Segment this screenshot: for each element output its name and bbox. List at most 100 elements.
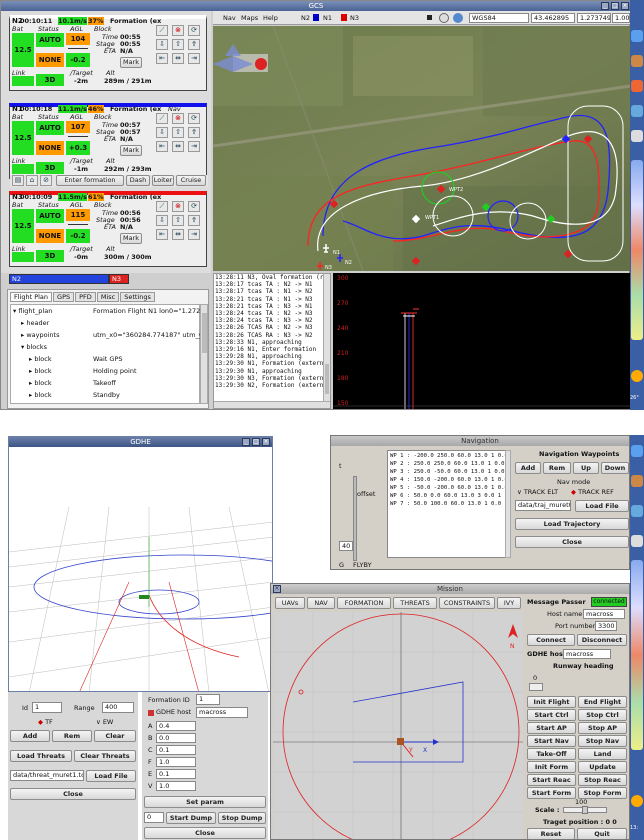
nav-up-button[interactable]: Up <box>573 462 599 474</box>
gdhe-host-field[interactable]: macross <box>563 649 611 659</box>
scale-slider-thumb[interactable] <box>582 806 588 814</box>
home-icon[interactable]: ⌂ <box>26 175 38 186</box>
init-form-button[interactable]: Init Form <box>527 761 576 773</box>
start-dump-button[interactable]: Start Dump <box>166 812 216 824</box>
zoom-field[interactable]: 1.00 <box>612 13 630 23</box>
close-button[interactable]: × <box>621 2 629 10</box>
threat-close-button[interactable]: Close <box>10 788 136 800</box>
pause-icon[interactable]: ⇹ <box>172 229 184 240</box>
nav-flyby[interactable]: FLYBY <box>353 561 372 569</box>
nav-slider[interactable] <box>353 476 357 561</box>
collapsed-icon[interactable]: ▸ <box>21 331 27 339</box>
cruise-button[interactable]: Cruise <box>176 175 206 186</box>
dock-app-icon[interactable] <box>631 80 643 92</box>
tree-row[interactable]: ▸ block Holding point <box>29 367 137 375</box>
pan-up-icon[interactable] <box>225 44 241 56</box>
threat-clear-button[interactable]: Clear <box>94 730 136 742</box>
dock-app-icon[interactable] <box>631 475 643 487</box>
globe-icon[interactable] <box>453 13 463 23</box>
dump-field[interactable]: 0 <box>144 812 164 823</box>
dock-app-icon[interactable] <box>631 30 643 42</box>
prev-icon[interactable]: ⇤ <box>156 229 168 240</box>
scale-slider[interactable] <box>563 806 607 814</box>
threat-add-button[interactable]: Add <box>10 730 50 742</box>
dock-app-icon[interactable] <box>631 535 643 547</box>
waypoint-row[interactable]: WP 1 : -200.0 250.0 60.0 13.0 1 0.0 <box>390 453 508 459</box>
strip-tab-n3[interactable]: N3 <box>109 274 129 284</box>
track-ref-radio[interactable]: ◆ TRACK REF <box>571 488 614 496</box>
resume-icon[interactable]: ⟳ <box>188 201 200 212</box>
threat-file-field[interactable]: data/threat_muret1.tcl <box>10 770 84 781</box>
tab-settings[interactable]: Settings <box>120 292 155 302</box>
mission-plot[interactable]: N X Y <box>273 612 523 840</box>
start-form-button[interactable]: Start Form <box>527 787 576 799</box>
prev-icon[interactable]: ⇤ <box>156 141 168 152</box>
aircraft-n3-icon[interactable] <box>317 262 323 270</box>
tree-row[interactable]: ▸ waypoints utm_x0="360284.774187" utm_y0… <box>21 331 201 339</box>
start-nav-button[interactable]: Start Nav <box>527 735 576 747</box>
nav-spin-field[interactable]: 40 <box>339 541 353 551</box>
param-value[interactable]: 0.0 <box>156 733 196 743</box>
collapsed-icon[interactable]: ▸ <box>29 379 35 387</box>
uav-marker-icon[interactable] <box>397 738 404 745</box>
up-fast-icon[interactable]: ⇮ <box>188 215 200 226</box>
up-icon[interactable]: ⇧ <box>172 39 184 50</box>
nav-down-button[interactable]: Down <box>601 462 629 474</box>
waypoint-row[interactable]: WP 3 : 250.0 -50.0 60.0 13.0 1 0.0 <box>390 469 505 475</box>
threat-tf-radio[interactable]: ◆ TF <box>38 718 53 726</box>
runway-heading-slider[interactable] <box>529 683 543 691</box>
tree-row[interactable]: ▸ block Standby <box>29 391 120 399</box>
log-scrollbar[interactable] <box>323 274 330 402</box>
traj-file-field[interactable]: data/traj_muret0.tcl <box>515 500 571 511</box>
nav-load-file-button[interactable]: Load File <box>575 500 629 512</box>
mission-tab-constraints[interactable]: CONSTRAINTS <box>439 597 495 609</box>
aircraft-strip-n2[interactable]: N2 00:10:11 10.1m/s 37% Formation (ex Bat Stat… <box>9 15 207 91</box>
param-value[interactable]: 0.4 <box>156 721 196 731</box>
waypoint-row[interactable]: WP 6 : 50.0 0.0 60.0 13.0 3 0.0 1 <box>390 493 502 499</box>
prev-icon[interactable]: ⇤ <box>156 53 168 64</box>
stop-icon[interactable]: ⊗ <box>172 113 184 124</box>
waypoint-marker[interactable] <box>481 202 491 212</box>
gdhe-maximize-button[interactable]: □ <box>252 438 260 446</box>
dock-app-icon[interactable] <box>631 505 643 517</box>
take-off-button[interactable]: Take-Off <box>527 748 576 760</box>
param-value[interactable]: 1.0 <box>156 781 196 791</box>
tree-row[interactable]: ▸ header <box>21 319 49 327</box>
up-fast-icon[interactable]: ⇮ <box>188 127 200 138</box>
record-icon[interactable] <box>427 15 432 20</box>
gdhe-3d-view[interactable] <box>9 447 273 692</box>
load-threats-button[interactable]: Load Threats <box>10 750 72 762</box>
waypoint-marker[interactable] <box>329 199 339 209</box>
pan-right-icon[interactable] <box>233 56 253 72</box>
mission-tab-formation[interactable]: FORMATION <box>337 597 391 609</box>
tab-flight-plan[interactable]: Flight Plan <box>10 292 53 302</box>
gdhe-minimize-button[interactable]: _ <box>242 438 250 446</box>
resume-icon[interactable]: ⟳ <box>188 113 200 124</box>
up-fast-icon[interactable]: ⇮ <box>188 39 200 50</box>
next-icon[interactable]: ⇥ <box>188 141 200 152</box>
threat-ew-radio[interactable]: ∨ EW <box>96 718 114 726</box>
stop-dump-button[interactable]: Stop Dump <box>218 812 266 824</box>
threat-load-file-button[interactable]: Load File <box>86 770 136 782</box>
start-ap-button[interactable]: Start AP <box>527 722 576 734</box>
expanded-icon[interactable]: ▾ <box>21 343 27 351</box>
disconnect-button[interactable]: Disconnect <box>577 634 627 646</box>
threat-id-field[interactable]: 1 <box>32 702 62 713</box>
mission-tab-threats[interactable]: THREATS <box>393 597 437 609</box>
down-icon[interactable]: ⇩ <box>156 127 168 138</box>
dock-app-icon[interactable] <box>631 445 643 457</box>
mission-close-button[interactable]: × <box>273 585 281 593</box>
latitude-field[interactable]: 43.462895 <box>531 13 575 23</box>
formation-host-field[interactable]: macross <box>196 707 248 718</box>
satellite-map[interactable]: WPT2 WPT1 N1 N2 N3 <box>213 26 631 271</box>
aircraft-strip-n3[interactable]: N3 00:10:09 11.5m/s 61% Formation (ex Bat Stat… <box>9 191 207 267</box>
log-hscrollbar[interactable] <box>214 401 330 408</box>
port-field[interactable]: 3300 <box>595 621 617 631</box>
param-value[interactable]: 0.1 <box>156 745 196 755</box>
expanded-icon[interactable]: ▾ <box>13 307 19 315</box>
waypoint-row[interactable]: WP 4 : 150.0 -200.0 60.0 13.0 1 0.0 <box>390 477 508 483</box>
bank-icon[interactable]: ⟋ <box>156 201 168 212</box>
collapsed-icon[interactable]: ▸ <box>29 355 35 363</box>
menu-nav[interactable]: Nav <box>223 14 236 22</box>
stop-icon[interactable]: ⊗ <box>172 25 184 36</box>
